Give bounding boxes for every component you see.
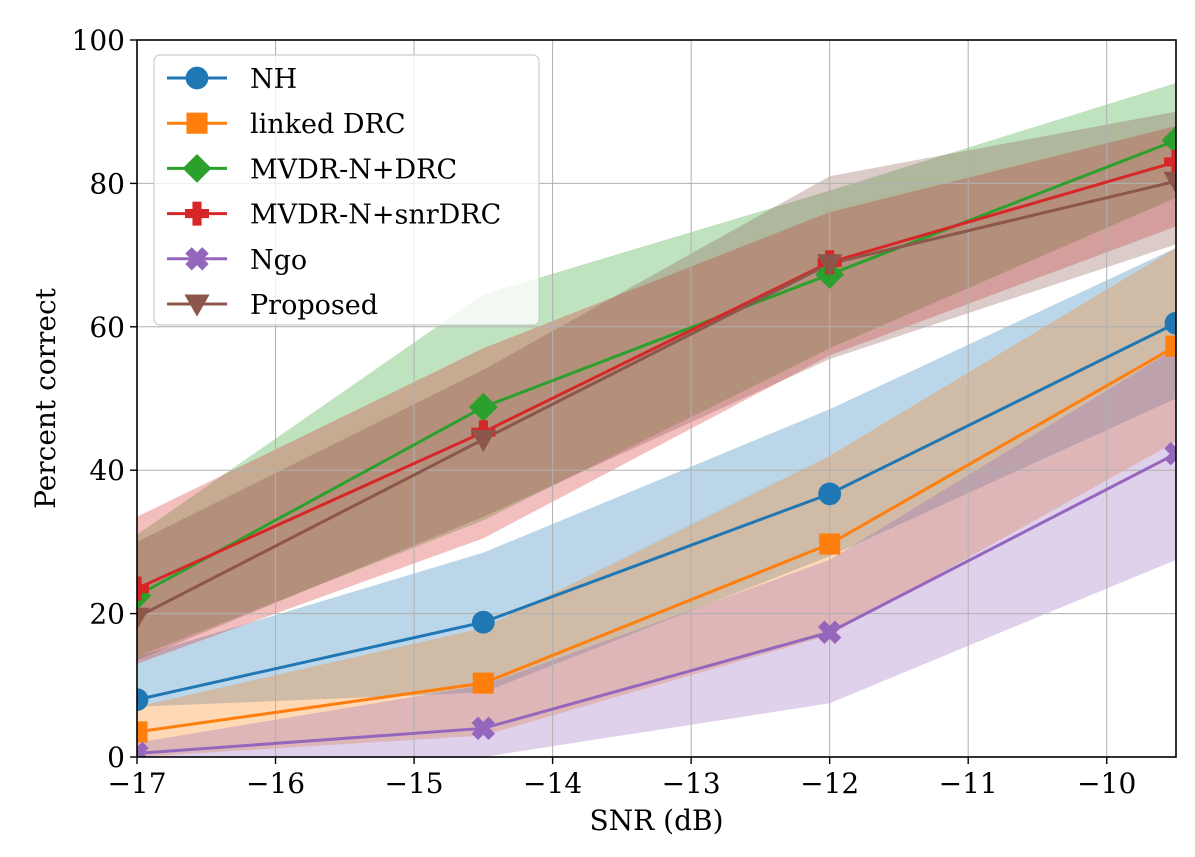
band-proposed: [137, 111, 1176, 661]
legend-marker-ngo: [185, 247, 209, 271]
x-tick-label: −11: [939, 767, 998, 800]
y-axis-label: Percent correct: [29, 287, 62, 509]
x-axis-label: SNR (dB): [589, 804, 723, 837]
marker-ngo: [471, 716, 496, 741]
marker-proposed: [817, 254, 843, 277]
series-markers: [137, 125, 1176, 757]
legend-marker-mvdr-n-snrdrc: [185, 201, 209, 226]
legend-box: [153, 54, 540, 326]
marker-ngo: [1164, 441, 1176, 466]
x-axis-ticks: −17 −16 −15 −14 −13 −12 −11 −10: [107, 757, 1136, 800]
marker-ngo: [817, 620, 842, 644]
marker-mvdr-n-snrdrc: [1164, 149, 1176, 174]
x-tick-label: −12: [800, 767, 859, 800]
x-tick-label: −10: [1077, 767, 1136, 800]
x-tick-label: −17: [107, 767, 166, 800]
line-mvdr-n-snrdrc: [137, 160, 1176, 590]
band-ngo: [137, 348, 1176, 757]
marker-linked-drc: [1165, 335, 1176, 357]
y-tick-label: 60: [89, 311, 125, 344]
y-tick-label: 100: [72, 24, 125, 57]
x-tick-label: −14: [523, 767, 582, 800]
x-tick-label: −15: [385, 767, 444, 800]
confidence-bands: [137, 83, 1176, 757]
marker-mvdr-n-snrdrc: [137, 576, 149, 601]
band-mvdr-n-drc: [137, 83, 1176, 657]
legend-label-linked-drc: linked DRC: [250, 109, 406, 140]
line-mvdr-n-drc: [137, 138, 1176, 597]
y-tick-label: 0: [107, 741, 125, 774]
x-tick-label: −13: [662, 767, 721, 800]
y-tick-label: 20: [89, 598, 125, 631]
marker-mvdr-n-drc: [468, 392, 498, 422]
legend-marker-proposed: [184, 294, 210, 317]
marker-nh: [818, 482, 842, 506]
y-axis-ticks: 0 20 40 60 80 100: [72, 24, 137, 774]
line-nh: [137, 321, 1176, 702]
legend-marker-nh: [185, 66, 209, 90]
legend-marker-mvdr-n-drc: [182, 154, 212, 183]
marker-proposed: [137, 607, 150, 630]
legend-label-mvdr-n-drc: MVDR-N+DRC: [250, 154, 457, 185]
marker-nh: [137, 688, 149, 712]
line-linked-drc: [137, 344, 1176, 734]
y-tick-label: 40: [89, 454, 125, 487]
series-lines: [137, 138, 1176, 755]
marker-proposed: [470, 429, 496, 452]
plot-frame: [136, 39, 1177, 758]
y-tick-label: 80: [89, 167, 125, 200]
marker-linked-drc: [472, 672, 494, 694]
band-nh: [137, 247, 1176, 707]
marker-ngo: [137, 741, 149, 757]
marker-mvdr-n-drc: [1161, 125, 1176, 155]
legend-label-ngo: Ngo: [250, 245, 307, 276]
marker-proposed: [1163, 171, 1176, 194]
marker-linked-drc: [137, 721, 148, 743]
legend-label-proposed: Proposed: [250, 290, 378, 321]
line-proposed: [137, 179, 1176, 619]
marker-linked-drc: [819, 533, 841, 555]
x-tick-label: −16: [246, 767, 305, 800]
legend-label-mvdr-n-snrdrc: MVDR-N+snrDRC: [250, 200, 501, 231]
marker-nh: [1164, 311, 1176, 335]
marker-nh: [471, 610, 495, 634]
legend-label-nh: NH: [250, 64, 297, 95]
legend-marker-linked-drc: [186, 112, 208, 134]
legend: NH linked DRC MVDR-N+DRC MVDR-N+snrDRC Ngo Pr…: [153, 54, 540, 326]
band-mvdr-n-snrdrc: [137, 126, 1176, 664]
line-ngo: [137, 452, 1176, 755]
